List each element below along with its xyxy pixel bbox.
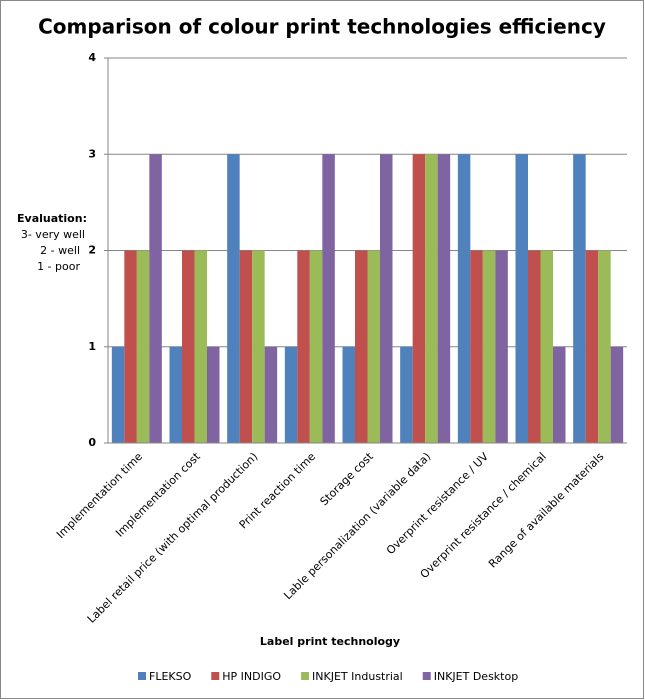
y-axis-title: Evaluation: — [17, 212, 87, 225]
y-tick-label: 0 — [88, 436, 96, 449]
bar — [380, 154, 393, 443]
legend-swatch — [211, 672, 220, 680]
bar — [297, 250, 310, 443]
bar — [367, 250, 380, 443]
bar — [309, 250, 323, 443]
bar — [207, 346, 220, 443]
y-tick-label: 1 — [88, 340, 96, 353]
chart-title: Comparison of colour print technologies … — [38, 15, 606, 39]
legend-swatch — [301, 672, 310, 680]
bar — [610, 346, 624, 443]
legend-swatch — [422, 672, 431, 680]
bar — [482, 250, 496, 443]
bar — [111, 346, 125, 443]
legend-label: HP INDIGO — [222, 670, 281, 683]
bar — [342, 346, 355, 443]
bar — [264, 346, 278, 443]
bar — [585, 250, 599, 443]
bar — [322, 154, 335, 443]
bar — [194, 250, 207, 443]
bar — [540, 250, 553, 443]
bar — [239, 250, 253, 443]
y-tick-label: 3 — [88, 147, 96, 160]
legend-label: INKJET Desktop — [434, 670, 518, 683]
x-axis-title: Label print technology — [260, 635, 400, 648]
bar — [227, 154, 240, 443]
bar — [515, 154, 528, 443]
bar — [124, 250, 137, 443]
bar — [457, 154, 471, 443]
bar — [437, 154, 451, 443]
bar — [400, 346, 413, 443]
bar — [136, 250, 150, 443]
bar — [470, 250, 483, 443]
y-tick-label: 2 — [88, 244, 96, 257]
y-axis-title: 2 - well — [40, 244, 80, 257]
bar — [149, 154, 162, 443]
legend-label: INKJET Industrial — [312, 670, 403, 683]
legend-label: FLEKSO — [149, 670, 192, 683]
bar — [598, 250, 611, 443]
bar — [495, 250, 508, 443]
bar — [573, 154, 586, 443]
y-tick-label: 4 — [88, 51, 96, 64]
y-axis-title: 3- very well — [21, 228, 85, 241]
bar — [169, 346, 182, 443]
bar — [412, 154, 426, 443]
bar — [355, 250, 368, 443]
bar — [252, 250, 265, 443]
bar — [284, 346, 298, 443]
bar — [425, 154, 438, 443]
legend-swatch — [138, 672, 146, 680]
bar — [553, 346, 566, 443]
bar — [528, 250, 541, 443]
bar — [182, 250, 195, 443]
y-axis-title: 1 - poor — [37, 260, 80, 273]
